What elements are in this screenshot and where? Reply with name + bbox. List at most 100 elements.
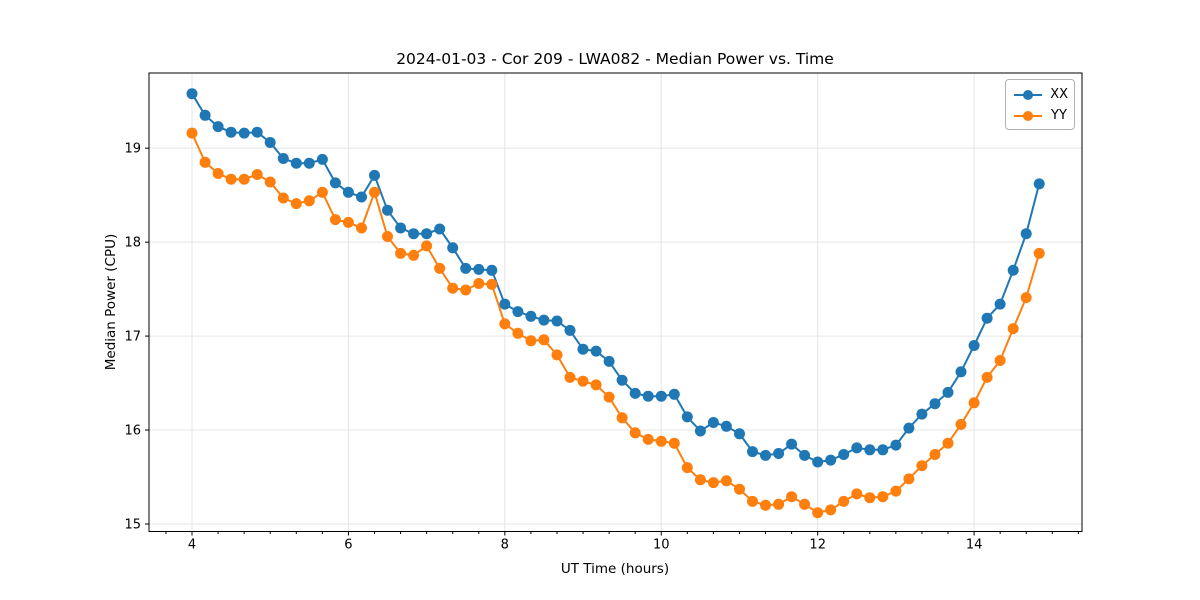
data-point-marker [838, 449, 850, 460]
legend-item-xx: XX [1013, 84, 1068, 105]
data-point-marker [994, 298, 1006, 310]
data-point-marker [890, 485, 902, 497]
data-point-marker [590, 345, 602, 357]
data-point-marker [577, 375, 589, 387]
data-point-marker [447, 282, 459, 294]
data-point-marker [460, 284, 472, 296]
data-point-marker [955, 418, 967, 430]
data-point-marker [238, 173, 250, 185]
data-point-marker [760, 499, 771, 511]
data-point-marker [473, 263, 485, 275]
x-axis-label: UT Time (hours) [560, 561, 670, 577]
data-point-marker [342, 216, 354, 228]
data-point-marker [799, 498, 811, 510]
data-point-marker [903, 473, 915, 485]
data-point-marker [342, 186, 354, 198]
data-point-marker [460, 262, 472, 274]
data-point-marker [1007, 323, 1019, 335]
data-point-marker [434, 223, 446, 235]
data-point-marker [421, 228, 433, 240]
legend-line-marker-icon [1014, 89, 1042, 100]
data-point-marker [877, 444, 889, 456]
data-point-marker [212, 168, 224, 179]
data-point-marker [916, 460, 928, 472]
data-point-marker [1033, 178, 1045, 190]
data-point-marker [551, 349, 563, 361]
data-point-marker [825, 454, 837, 466]
data-point-marker [720, 420, 732, 432]
data-point-marker [655, 390, 667, 402]
data-point-marker [382, 231, 393, 242]
data-point-marker [369, 186, 380, 198]
data-point-marker [929, 449, 941, 460]
data-point-marker [434, 262, 446, 274]
plot-border [148, 72, 1083, 532]
data-point-marker [681, 411, 693, 423]
data-point-marker [603, 355, 615, 367]
data-point-marker [512, 327, 524, 339]
data-point-marker [551, 315, 563, 327]
data-point-marker [238, 127, 250, 139]
data-point-marker [329, 214, 341, 226]
data-point-marker [877, 491, 889, 503]
data-point-marker [616, 374, 628, 386]
data-point-marker [329, 177, 341, 189]
data-point-marker [1020, 228, 1032, 240]
y-tick-label: 15 [124, 518, 141, 533]
data-point-marker [747, 446, 758, 458]
data-point-marker [629, 387, 641, 399]
data-point-marker [577, 343, 589, 355]
x-tick-label: 4 [188, 538, 196, 553]
data-point-marker [786, 491, 798, 503]
x-tick-label: 14 [966, 538, 983, 553]
data-point-marker [525, 310, 537, 322]
data-point-marker [421, 240, 433, 252]
data-point-marker [303, 157, 315, 169]
data-point-marker [564, 324, 576, 336]
data-point-marker [277, 153, 289, 164]
data-point-marker [955, 366, 967, 378]
data-point-marker [564, 371, 576, 383]
data-point-marker [316, 186, 328, 198]
data-point-marker [734, 483, 745, 495]
legend-item-yy: YY [1013, 105, 1068, 126]
data-point-marker [356, 191, 367, 203]
data-point-marker [773, 448, 785, 459]
data-point-marker [707, 477, 719, 489]
data-point-marker [356, 222, 367, 234]
series-xx [186, 88, 1045, 468]
data-point-marker [864, 492, 876, 504]
data-point-marker [629, 427, 641, 439]
data-point-marker [512, 306, 524, 318]
axis-ticks [145, 147, 1079, 536]
data-point-marker [968, 340, 980, 351]
data-point-marker [225, 173, 237, 185]
data-point-marker [616, 412, 628, 424]
data-point-marker [694, 425, 706, 437]
data-point-marker [903, 422, 915, 434]
data-point-marker [251, 169, 263, 180]
data-point-marker [303, 195, 315, 207]
y-tick-label: 19 [124, 142, 141, 157]
data-point-marker [942, 437, 954, 449]
data-point-marker [395, 222, 407, 234]
data-point-marker [264, 137, 276, 148]
data-point-marker [851, 442, 863, 454]
data-point-marker [668, 388, 680, 400]
data-point-marker [799, 449, 811, 461]
data-point-marker [929, 398, 941, 410]
data-point-marker [290, 157, 302, 169]
data-point-marker [447, 242, 459, 254]
data-point-marker [786, 438, 798, 450]
data-point-marker [486, 264, 498, 276]
x-tick-label: 12 [809, 538, 826, 553]
data-point-marker [277, 192, 289, 204]
data-point-marker [212, 121, 224, 133]
data-point-marker [981, 371, 993, 383]
data-point-marker [825, 504, 837, 516]
data-point-marker [668, 437, 680, 449]
x-tick-label: 6 [344, 538, 352, 553]
data-point-marker [199, 109, 211, 121]
legend: XX YY [1005, 79, 1075, 130]
data-point-marker [499, 298, 511, 310]
